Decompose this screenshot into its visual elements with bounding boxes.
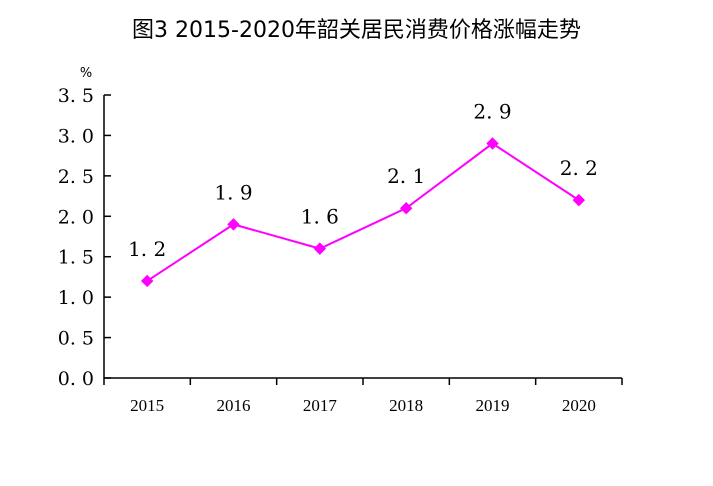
y-unit-label: %: [80, 66, 92, 81]
y-tick-label: 0. 0: [58, 368, 94, 390]
x-tick-label: 2015: [130, 396, 164, 415]
y-tick-label: 2. 5: [58, 166, 94, 188]
data-point-marker: [486, 137, 499, 150]
data-label: 1. 9: [214, 180, 252, 204]
y-tick-label: 3. 0: [58, 125, 94, 147]
data-labels: 1. 2 1. 9 1. 6 2. 1 2. 9 2. 2: [128, 100, 598, 261]
data-point-marker: [572, 193, 586, 207]
y-tick-label: 3. 5: [58, 85, 94, 107]
y-axis: 0. 0 0. 5 1. 0 1. 5 2. 0 2. 5 3. 0 3. 5%: [58, 66, 111, 390]
data-point-marker: [399, 201, 413, 215]
x-tick-label: 2017: [303, 396, 338, 415]
x-tick-label: 2019: [476, 396, 510, 415]
data-point-marker: [313, 242, 327, 255]
data-point-marker: [227, 218, 240, 231]
y-tick-label: 2. 0: [58, 206, 94, 228]
data-label: 2. 1: [387, 164, 425, 188]
x-tick-label: 2020: [562, 396, 596, 415]
series-line: [146, 142, 580, 282]
data-point-marker: [140, 274, 154, 288]
x-tick-label: 2016: [217, 396, 251, 415]
series: [140, 137, 586, 288]
y-tick-label: 1. 5: [58, 247, 94, 269]
data-label: 2. 9: [473, 100, 511, 124]
chart-title: 图3 2015-2020年韶关居民消费价格涨幅走势: [132, 18, 581, 43]
y-tick-label: 1. 0: [58, 287, 94, 309]
data-label: 1. 2: [128, 237, 166, 261]
data-label: 2. 2: [560, 156, 598, 180]
y-tick-label: 0. 5: [58, 328, 94, 350]
x-axis: 2015 2016 2017 2018 2019 2020: [103, 377, 623, 415]
x-tick-label: 2018: [389, 396, 423, 415]
data-label: 1. 6: [301, 205, 339, 229]
